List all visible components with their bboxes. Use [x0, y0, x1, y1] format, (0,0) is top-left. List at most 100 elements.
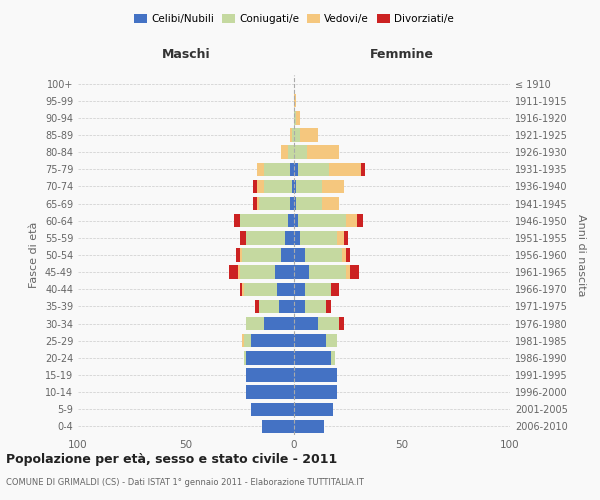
Bar: [294, 162, 298, 176]
Bar: [305, 248, 341, 262]
Bar: [356, 214, 363, 228]
Bar: [296, 180, 322, 193]
Bar: [257, 162, 264, 176]
Bar: [257, 197, 259, 210]
Legend: Celibi/Nubili, Coniugati/e, Vedovi/e, Divorziati/e: Celibi/Nubili, Coniugati/e, Vedovi/e, Di…: [130, 10, 458, 29]
Bar: [242, 282, 244, 296]
Bar: [275, 266, 294, 279]
Bar: [242, 334, 244, 347]
Bar: [281, 146, 287, 159]
Bar: [255, 300, 259, 313]
Bar: [346, 214, 356, 228]
Bar: [294, 197, 296, 210]
Bar: [337, 231, 344, 244]
Bar: [294, 266, 309, 279]
Y-axis label: Anni di nascita: Anni di nascita: [576, 214, 586, 296]
Bar: [294, 317, 318, 330]
Bar: [294, 368, 337, 382]
Bar: [253, 180, 257, 193]
Bar: [287, 214, 294, 228]
Text: Femmine: Femmine: [370, 48, 434, 62]
Bar: [309, 266, 346, 279]
Bar: [262, 420, 294, 433]
Bar: [259, 300, 279, 313]
Bar: [277, 282, 294, 296]
Bar: [247, 317, 264, 330]
Bar: [240, 248, 242, 262]
Bar: [247, 386, 294, 399]
Bar: [251, 334, 294, 347]
Text: COMUNE DI GRIMALDI (CS) - Dati ISTAT 1° gennaio 2011 - Elaborazione TUTTITALIA.I: COMUNE DI GRIMALDI (CS) - Dati ISTAT 1° …: [6, 478, 364, 487]
Bar: [322, 180, 344, 193]
Bar: [346, 266, 350, 279]
Bar: [287, 146, 294, 159]
Bar: [346, 248, 350, 262]
Bar: [296, 111, 301, 124]
Bar: [340, 317, 344, 330]
Bar: [294, 231, 301, 244]
Bar: [341, 248, 346, 262]
Bar: [240, 214, 287, 228]
Bar: [318, 317, 340, 330]
Bar: [294, 420, 324, 433]
Bar: [294, 402, 333, 416]
Bar: [298, 214, 346, 228]
Bar: [290, 162, 294, 176]
Bar: [350, 266, 359, 279]
Bar: [251, 402, 294, 416]
Bar: [298, 162, 329, 176]
Bar: [326, 300, 331, 313]
Bar: [296, 197, 322, 210]
Bar: [290, 197, 294, 210]
Bar: [294, 282, 305, 296]
Bar: [290, 128, 292, 141]
Bar: [281, 248, 294, 262]
Bar: [247, 231, 286, 244]
Bar: [294, 300, 305, 313]
Bar: [259, 197, 290, 210]
Bar: [244, 351, 247, 364]
Bar: [294, 386, 337, 399]
Bar: [294, 180, 296, 193]
Bar: [240, 266, 275, 279]
Bar: [331, 282, 340, 296]
Bar: [326, 334, 337, 347]
Bar: [301, 231, 337, 244]
Bar: [264, 317, 294, 330]
Bar: [294, 248, 305, 262]
Bar: [331, 351, 335, 364]
Bar: [233, 214, 240, 228]
Bar: [294, 334, 326, 347]
Text: Maschi: Maschi: [161, 48, 211, 62]
Bar: [305, 300, 326, 313]
Bar: [247, 368, 294, 382]
Y-axis label: Fasce di età: Fasce di età: [29, 222, 39, 288]
Bar: [236, 248, 240, 262]
Bar: [294, 214, 298, 228]
Bar: [242, 248, 281, 262]
Bar: [322, 197, 340, 210]
Bar: [253, 197, 257, 210]
Bar: [264, 180, 292, 193]
Bar: [292, 180, 294, 193]
Bar: [264, 162, 290, 176]
Bar: [244, 334, 251, 347]
Bar: [240, 231, 247, 244]
Bar: [344, 231, 348, 244]
Bar: [305, 282, 331, 296]
Bar: [301, 128, 318, 141]
Bar: [294, 94, 296, 108]
Bar: [247, 351, 294, 364]
Text: Popolazione per età, sesso e stato civile - 2011: Popolazione per età, sesso e stato civil…: [6, 452, 337, 466]
Bar: [292, 128, 294, 141]
Bar: [294, 351, 331, 364]
Bar: [294, 128, 301, 141]
Bar: [229, 266, 238, 279]
Bar: [244, 282, 277, 296]
Bar: [307, 146, 340, 159]
Bar: [279, 300, 294, 313]
Bar: [240, 282, 242, 296]
Bar: [329, 162, 361, 176]
Bar: [294, 111, 296, 124]
Bar: [238, 266, 240, 279]
